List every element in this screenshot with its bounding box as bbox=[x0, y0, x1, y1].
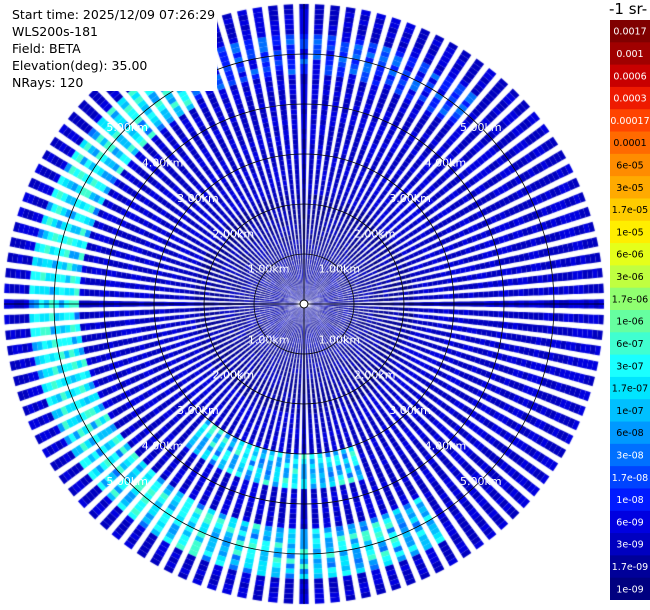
colorbar-swatch bbox=[610, 376, 650, 400]
range-ring-label: 3.00km bbox=[389, 192, 431, 205]
colorbar-tick-label: 3e-08 bbox=[616, 451, 643, 462]
range-ring-label: 4.00km bbox=[425, 157, 467, 170]
range-ring-label: 4.00km bbox=[142, 439, 184, 452]
colorbar-swatch bbox=[610, 577, 650, 600]
colorbar-swatch bbox=[610, 198, 650, 222]
colorbar-tick-label: 6e-06 bbox=[616, 250, 643, 261]
colorbar-tick-label: 1e-09 bbox=[616, 584, 643, 595]
range-ring-label: 5.00km bbox=[106, 475, 148, 488]
colorbar-tick-label: 1.7e-09 bbox=[612, 562, 648, 573]
colorbar-swatch bbox=[610, 443, 650, 467]
colorbar-swatch bbox=[610, 243, 650, 266]
range-ring-label: 2.00km bbox=[213, 369, 255, 382]
colorbar: 0.0017 0.001 0.0006 0.0003 0.00017 0.0001 6e-0… bbox=[610, 20, 650, 600]
range-ring-label: 5.00km bbox=[106, 121, 148, 134]
colorbar-tick-label: 0.0001 bbox=[613, 138, 646, 149]
range-ring-label: 2.00km bbox=[213, 227, 255, 240]
colorbar-swatch bbox=[610, 86, 650, 110]
colorbar-tick-label: 3e-05 bbox=[616, 183, 643, 194]
start-time-text: Start time: 2025/12/09 07:26:29 bbox=[12, 7, 216, 22]
colorbar-swatch bbox=[610, 64, 650, 88]
colorbar-swatch bbox=[610, 555, 650, 579]
colorbar-tick-label: 1.7e-07 bbox=[612, 384, 648, 395]
range-ring-label: 3.00km bbox=[389, 404, 431, 417]
range-ring-overlay: 1.00km 1.00km 1.00km 1.00km 2.00km 2.00km 2.00… bbox=[4, 4, 604, 604]
colorbar-tick-label: 1.7e-05 bbox=[612, 205, 648, 216]
range-ring-label: 5.00km bbox=[460, 121, 502, 134]
colorbar-title: -1 sr- bbox=[609, 0, 648, 18]
colorbar-tick-label: 1e-07 bbox=[616, 406, 643, 417]
range-ring-label: 1.00km bbox=[248, 333, 290, 346]
colorbar-tick-label: 6e-09 bbox=[616, 517, 643, 528]
colorbar-tick-label: 1.7e-06 bbox=[612, 294, 648, 305]
colorbar-swatch bbox=[610, 265, 650, 289]
colorbar-tick-label: 6e-07 bbox=[616, 339, 643, 350]
range-ring-label: 3.00km bbox=[177, 404, 219, 417]
colorbar-swatch bbox=[610, 399, 650, 423]
range-ring-label: 3.00km bbox=[177, 192, 219, 205]
colorbar-swatch bbox=[610, 176, 650, 199]
colorbar-swatch bbox=[610, 42, 650, 66]
colorbar-swatch bbox=[610, 287, 650, 311]
colorbar-swatch bbox=[610, 153, 650, 177]
colorbar-swatch bbox=[610, 220, 650, 244]
elevation-text: Elevation(deg): 35.00 bbox=[12, 58, 148, 73]
colorbar-tick-label: 3e-06 bbox=[616, 272, 643, 283]
colorbar-tick-label: 1e-08 bbox=[616, 495, 643, 506]
colorbar-tick-label: 1e-05 bbox=[616, 227, 643, 238]
range-ring-label: 5.00km bbox=[460, 475, 502, 488]
colorbar-swatch bbox=[610, 421, 650, 445]
colorbar-tick-label: 0.0003 bbox=[613, 94, 646, 105]
colorbar-tick-label: 0.0006 bbox=[613, 71, 646, 82]
colorbar-swatch bbox=[610, 310, 650, 333]
instrument-text: WLS200s-181 bbox=[12, 24, 98, 39]
colorbar-swatch bbox=[610, 109, 650, 133]
range-ring-label: 2.00km bbox=[354, 227, 396, 240]
colorbar-tick-label: 6e-08 bbox=[616, 428, 643, 439]
field-text: Field: BETA bbox=[12, 41, 81, 56]
scan-info-panel: Start time: 2025/12/09 07:26:29 WLS200s-… bbox=[12, 6, 218, 91]
colorbar-tick-label: 1e-06 bbox=[616, 317, 643, 328]
range-ring-label: 1.00km bbox=[319, 333, 361, 346]
colorbar-swatch bbox=[610, 332, 650, 356]
colorbar-tick-label: 0.0017 bbox=[613, 27, 646, 38]
range-ring-label: 4.00km bbox=[425, 439, 467, 452]
range-ring-label: 2.00km bbox=[354, 369, 396, 382]
colorbar-swatch bbox=[610, 20, 650, 43]
colorbar-swatch bbox=[610, 533, 650, 556]
colorbar-tick-label: 0.001 bbox=[616, 49, 643, 60]
nrays-text: NRays: 120 bbox=[12, 75, 84, 90]
colorbar-tick-label: 3e-07 bbox=[616, 361, 643, 372]
colorbar-swatch bbox=[610, 354, 650, 378]
range-ring-label: 1.00km bbox=[319, 263, 361, 276]
colorbar-swatch bbox=[610, 466, 650, 489]
colorbar-tick-label: 0.00017 bbox=[610, 116, 649, 127]
colorbar-swatch bbox=[610, 131, 650, 155]
colorbar-swatch bbox=[610, 488, 650, 512]
range-ring-label: 4.00km bbox=[142, 157, 184, 170]
colorbar-tick-label: 3e-09 bbox=[616, 540, 643, 551]
colorbar-swatch bbox=[610, 510, 650, 534]
range-ring-label: 1.00km bbox=[248, 263, 290, 276]
lidar-origin-marker bbox=[299, 299, 309, 309]
colorbar-tick-label: 6e-05 bbox=[616, 161, 643, 172]
colorbar-tick-label: 1.7e-08 bbox=[612, 473, 648, 484]
